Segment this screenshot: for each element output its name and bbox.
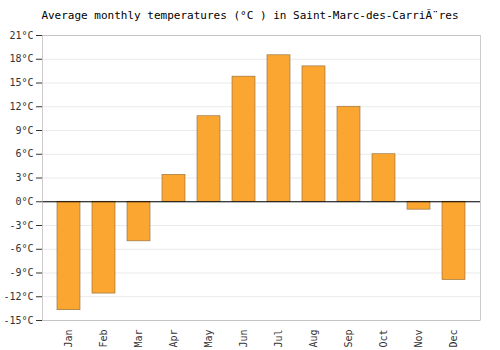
svg-text:9°C: 9°C <box>15 125 33 136</box>
svg-text:Apr: Apr <box>168 330 179 348</box>
svg-text:May: May <box>203 330 214 348</box>
svg-text:21°C: 21°C <box>9 30 33 41</box>
svg-text:15°C: 15°C <box>9 77 33 88</box>
svg-text:-6°C: -6°C <box>9 243 33 254</box>
svg-text:-3°C: -3°C <box>9 220 33 231</box>
svg-text:-9°C: -9°C <box>9 267 33 278</box>
svg-text:Feb: Feb <box>98 330 109 348</box>
svg-text:Jun: Jun <box>238 330 249 348</box>
svg-text:Dec: Dec <box>448 330 459 348</box>
svg-text:0°C: 0°C <box>15 196 33 207</box>
svg-text:6°C: 6°C <box>15 148 33 159</box>
svg-text:18°C: 18°C <box>9 53 33 64</box>
svg-text:Aug: Aug <box>308 330 319 348</box>
svg-text:Mar: Mar <box>133 330 144 348</box>
svg-text:-12°C: -12°C <box>3 291 33 302</box>
svg-text:-15°C: -15°C <box>3 315 33 326</box>
svg-text:Nov: Nov <box>413 330 424 348</box>
svg-text:3°C: 3°C <box>15 172 33 183</box>
svg-text:Jan: Jan <box>63 330 74 348</box>
svg-text:Jul: Jul <box>273 330 284 348</box>
svg-text:Sep: Sep <box>343 330 354 348</box>
svg-text:Oct: Oct <box>378 330 389 348</box>
svg-text:12°C: 12°C <box>9 101 33 112</box>
html-text:Average monthly temperatures (: Average monthly temperatures (°C ) in Sa… <box>41 9 459 22</box>
